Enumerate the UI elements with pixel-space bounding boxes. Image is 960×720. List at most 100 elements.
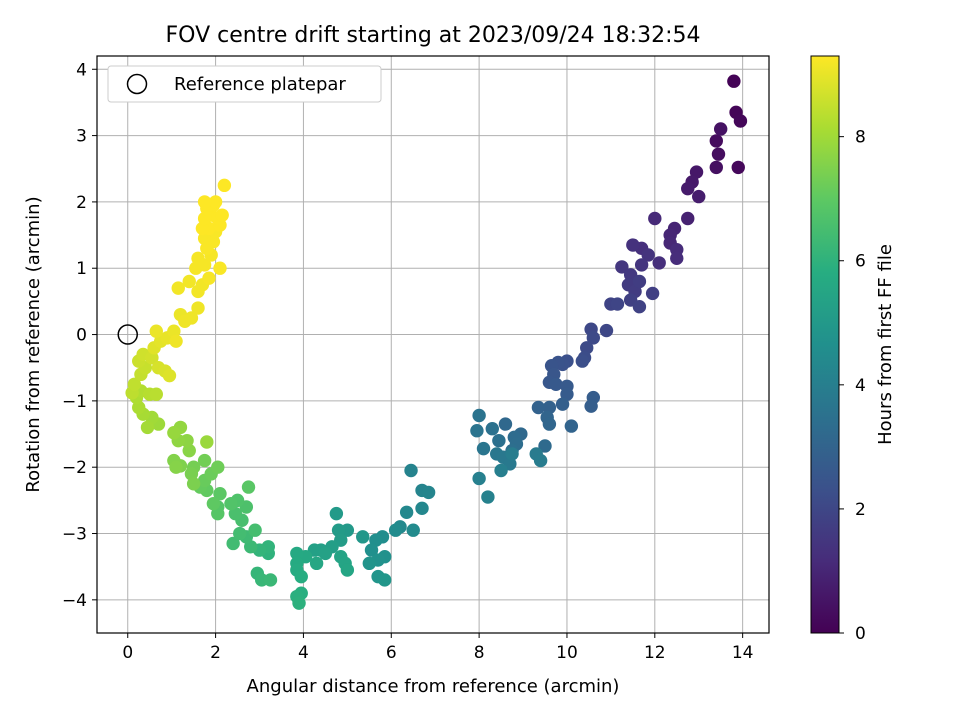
data-point xyxy=(692,189,706,204)
data-point xyxy=(549,377,563,391)
y-tick-label: −4 xyxy=(62,591,87,611)
data-point xyxy=(377,573,392,587)
data-point xyxy=(584,399,598,413)
x-tick-label: 2 xyxy=(210,643,221,663)
data-point xyxy=(709,160,723,175)
data-point xyxy=(226,536,240,551)
data-point xyxy=(309,556,324,571)
data-point xyxy=(169,334,183,348)
y-tick-label: 4 xyxy=(76,60,87,80)
data-point xyxy=(615,260,629,274)
data-point xyxy=(634,258,649,272)
data-point xyxy=(681,181,695,196)
data-point xyxy=(200,435,214,449)
data-point xyxy=(681,211,695,226)
data-point xyxy=(399,505,414,519)
data-point xyxy=(167,426,181,440)
reference-point-marker xyxy=(117,324,138,345)
data-point xyxy=(169,460,183,474)
data-point xyxy=(263,573,278,587)
data-point xyxy=(340,563,355,577)
colorbar-tick-label: 8 xyxy=(855,128,866,148)
data-point xyxy=(191,301,205,315)
data-point xyxy=(186,477,201,491)
data-point xyxy=(648,211,662,226)
data-point xyxy=(586,331,601,345)
data-point xyxy=(533,453,548,468)
data-point xyxy=(472,408,486,423)
data-point xyxy=(213,261,227,275)
data-point xyxy=(670,251,684,265)
y-tick-label: 2 xyxy=(76,193,87,213)
data-point xyxy=(498,417,513,431)
data-point xyxy=(711,147,726,161)
data-point xyxy=(727,74,741,88)
data-point xyxy=(542,417,557,431)
data-point xyxy=(318,546,333,561)
colorbar-tick-label: 4 xyxy=(855,376,866,396)
data-point xyxy=(713,122,728,136)
data-point xyxy=(733,114,748,128)
data-point xyxy=(171,281,185,295)
y-axis-label: Rotation from reference (arcmin) xyxy=(23,196,44,492)
data-point xyxy=(472,471,486,486)
x-tick-label: 6 xyxy=(386,643,397,663)
data-point xyxy=(197,453,212,468)
data-point xyxy=(215,208,229,222)
points-layer xyxy=(125,74,748,610)
colorbar-tick-label: 6 xyxy=(855,252,866,272)
data-point xyxy=(184,311,199,325)
colorbar-tick-label: 2 xyxy=(855,500,866,520)
data-point xyxy=(404,463,418,478)
data-point xyxy=(626,238,640,252)
data-point xyxy=(292,596,306,610)
y-axis-ticks: −4 −3 −2 −1 0 1 2 3 4 xyxy=(62,60,97,611)
data-point xyxy=(248,523,262,537)
data-point xyxy=(149,324,163,338)
data-point xyxy=(494,463,508,478)
data-point xyxy=(197,195,212,209)
data-point xyxy=(127,377,142,391)
data-point xyxy=(505,447,519,461)
y-tick-label: 1 xyxy=(76,259,87,279)
x-tick-label: 10 xyxy=(556,643,578,663)
data-point xyxy=(415,501,429,516)
data-point xyxy=(290,546,304,561)
data-point xyxy=(610,297,625,311)
data-point xyxy=(140,420,155,435)
data-point xyxy=(211,460,225,474)
chart-title: FOV centre drift starting at 2023/09/24 … xyxy=(166,23,701,48)
colorbar-ticks: 0 2 4 6 8 xyxy=(839,128,866,644)
data-point xyxy=(197,258,212,272)
x-tick-label: 8 xyxy=(474,643,485,663)
data-point xyxy=(356,530,370,544)
data-point xyxy=(599,323,614,338)
legend-entry-label: Reference platepar xyxy=(174,74,346,95)
data-point xyxy=(388,523,403,537)
data-point xyxy=(538,439,552,453)
data-point xyxy=(294,569,308,584)
legend: Reference platepar xyxy=(107,65,382,103)
data-point xyxy=(492,433,506,448)
data-point xyxy=(208,195,223,209)
colorbar xyxy=(810,55,840,634)
legend-box xyxy=(107,65,382,103)
data-point xyxy=(202,271,216,285)
data-point xyxy=(191,284,205,299)
data-point xyxy=(645,286,660,301)
x-tick-label: 0 xyxy=(122,643,133,663)
data-point xyxy=(481,490,495,504)
x-tick-label: 12 xyxy=(644,643,666,663)
grid-layer xyxy=(97,56,769,633)
data-point xyxy=(421,485,436,500)
data-point xyxy=(531,400,546,415)
data-point xyxy=(224,496,238,511)
x-axis-label: Angular distance from reference (arcmin) xyxy=(247,676,620,697)
y-tick-label: −2 xyxy=(62,458,87,478)
data-point xyxy=(731,160,745,175)
data-point xyxy=(217,178,232,193)
y-tick-label: 3 xyxy=(76,127,87,147)
data-point xyxy=(182,274,196,289)
x-axis-ticks: 0 2 4 6 8 10 12 14 xyxy=(122,633,753,663)
